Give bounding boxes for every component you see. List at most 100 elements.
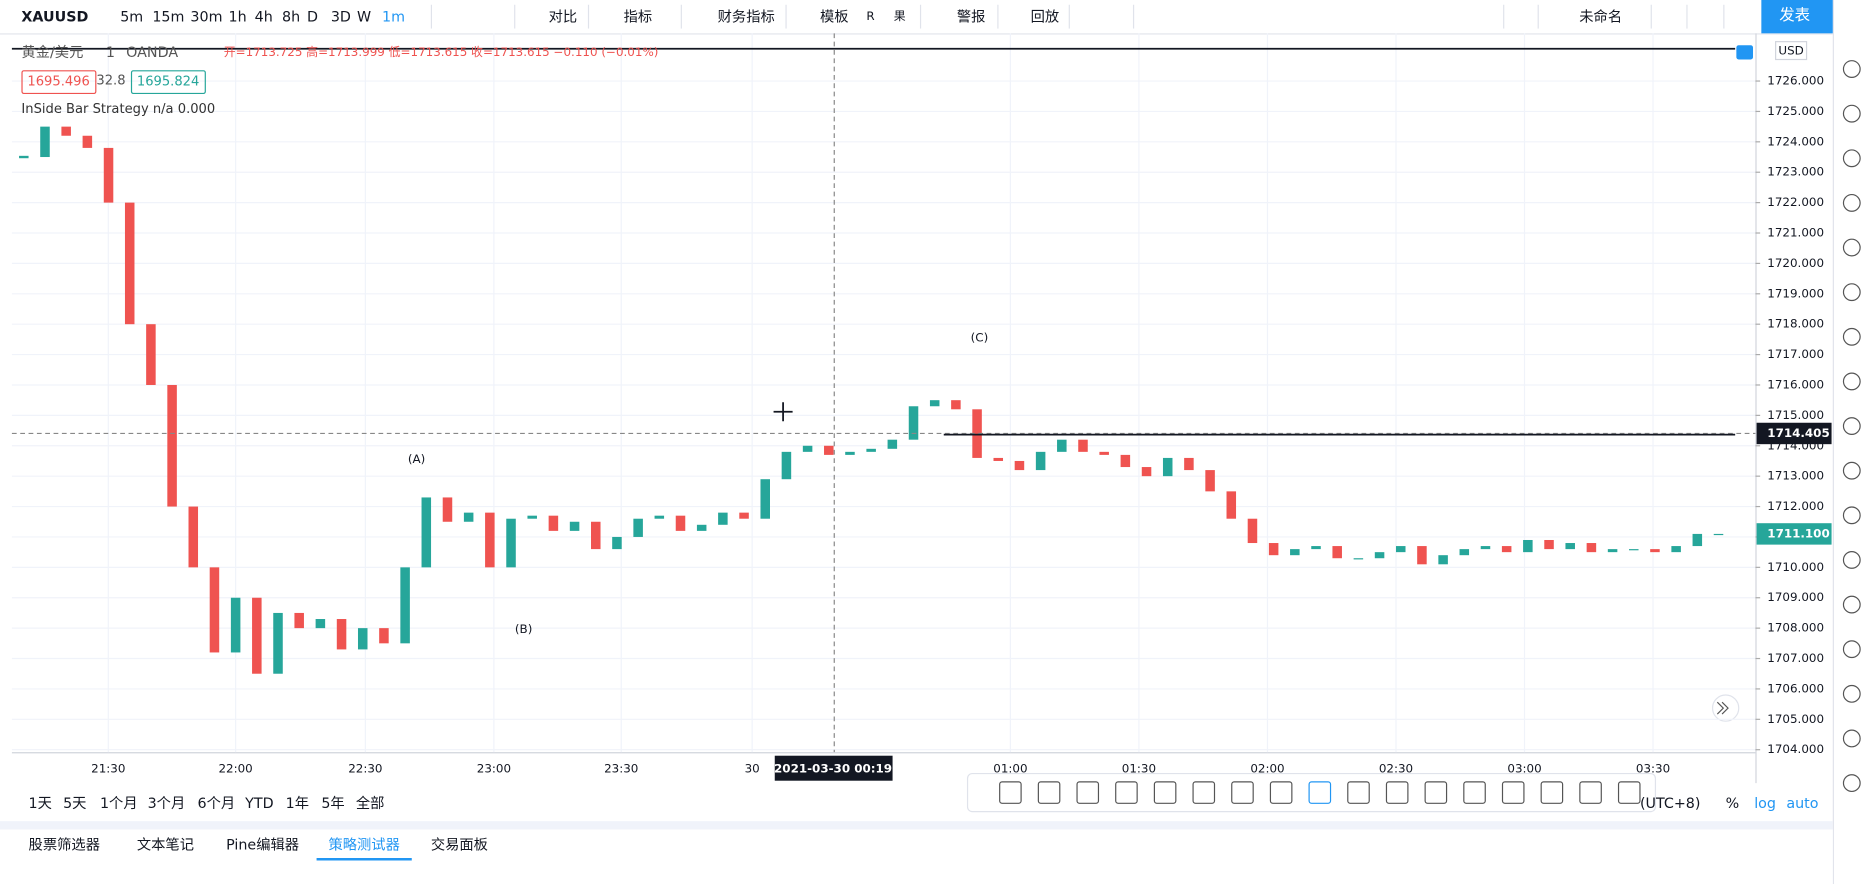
candle <box>993 457 1004 461</box>
axis-option-percent[interactable]: % <box>1725 794 1740 812</box>
axis-option-log[interactable]: log <box>1754 794 1776 812</box>
sidebar-icon <box>1842 729 1861 748</box>
sidebar-icon <box>1842 506 1861 525</box>
y-tick-label: 1715.000 <box>1767 408 1824 422</box>
indicators-button[interactable]: 指标 <box>623 8 653 25</box>
sidebar-icon <box>1842 640 1861 659</box>
y-tick-label: 1706.000 <box>1767 681 1824 695</box>
candle <box>1141 467 1152 477</box>
sidebar-icon <box>1842 595 1861 614</box>
candle <box>400 567 410 644</box>
drawing-tool <box>1347 781 1370 804</box>
candle <box>654 515 665 519</box>
sidebar-icon <box>1842 60 1861 78</box>
publish-label[interactable]: 发表 <box>1779 7 1811 25</box>
y-tick-label: 1705.000 <box>1767 712 1824 726</box>
tab[interactable]: 交易面板 <box>430 836 488 854</box>
candle <box>124 202 135 325</box>
range-button[interactable]: 1个月 <box>99 794 138 812</box>
y-tick-label: 1704.000 <box>1767 742 1824 756</box>
templates-button[interactable]: 模板 <box>819 8 849 25</box>
layout-name[interactable]: 未命名 <box>1579 8 1623 25</box>
candle <box>1035 451 1046 471</box>
candle <box>506 518 516 568</box>
legend-ohlc: 开=1713.725 高=1713.999 低=1713.615 收=1713.… <box>223 46 659 60</box>
currency-bg <box>1775 41 1808 61</box>
candle <box>103 147 114 203</box>
r-button[interactable]: R <box>866 10 875 24</box>
candle <box>1607 549 1618 553</box>
interval-button[interactable]: 30m <box>190 8 223 25</box>
candle <box>209 567 220 653</box>
ask-price[interactable]: 1695.824 <box>130 70 206 95</box>
y-tick-label: 1726.000 <box>1767 74 1824 88</box>
candle <box>188 506 199 568</box>
range-button[interactable]: 1年 <box>285 794 309 812</box>
drawing-tool <box>1579 781 1602 804</box>
annotation: (B) <box>515 622 532 636</box>
currency-label: USD <box>1778 44 1803 58</box>
range-button[interactable]: 1天 <box>28 794 52 812</box>
sidebar-icon <box>1842 461 1861 480</box>
interval-button[interactable]: 5m <box>120 8 144 25</box>
range-button[interactable]: 3个月 <box>147 794 186 812</box>
drawing-tool <box>1463 781 1486 804</box>
scroll-right-button[interactable] <box>1711 694 1740 722</box>
y-tick-label: 1721.000 <box>1767 226 1824 240</box>
interval-button[interactable]: W <box>357 8 372 25</box>
y-tick-label: 1710.000 <box>1767 560 1824 574</box>
candle <box>548 515 559 531</box>
axis-option-auto[interactable]: auto <box>1786 794 1819 812</box>
y-tick-label: 1724.000 <box>1767 134 1824 148</box>
interval-button[interactable]: 4h <box>254 8 273 25</box>
range-button[interactable]: 6个月 <box>197 794 236 812</box>
candle <box>167 384 177 507</box>
interval-button[interactable]: 1h <box>228 8 247 25</box>
tab[interactable]: 文本笔记 <box>136 836 195 854</box>
candle <box>718 512 728 525</box>
candle <box>1395 546 1406 553</box>
financials-button[interactable]: 财务指标 <box>717 8 775 25</box>
y-tick-label: 1713.000 <box>1767 469 1824 483</box>
alerts-button[interactable]: 警报 <box>956 8 986 25</box>
range-button[interactable]: 5天 <box>63 794 87 812</box>
y-tick-label: 1718.000 <box>1767 317 1824 331</box>
scroll-icon[interactable] <box>1736 45 1754 60</box>
candle <box>40 126 50 158</box>
range-button[interactable]: 全部 <box>355 794 385 812</box>
publish-button[interactable] <box>1761 0 1833 34</box>
range-button[interactable]: 5年 <box>321 794 345 812</box>
candle <box>1205 470 1215 492</box>
sidebar-icon <box>1842 372 1861 391</box>
replay-button[interactable]: 回放 <box>1030 8 1060 25</box>
candle <box>1565 543 1575 550</box>
interval-button[interactable]: 15m <box>152 8 185 25</box>
tab[interactable]: 策略测试器 <box>328 836 400 854</box>
candle <box>1311 546 1321 550</box>
range-button[interactable]: YTD <box>245 794 274 812</box>
drawing-tool <box>1308 781 1332 804</box>
annotation: (A) <box>408 452 425 466</box>
tab[interactable]: Pine编辑器 <box>226 836 300 854</box>
tab[interactable]: 股票筛选器 <box>28 836 100 854</box>
strategy-legend: InSide Bar Strategy n/a 0.000 <box>21 101 216 117</box>
compare-button[interactable]: 对比 <box>548 8 578 25</box>
guo-button[interactable]: 果 <box>893 10 906 24</box>
interval-button[interactable]: 3D <box>330 8 351 25</box>
interval-button[interactable]: D <box>307 8 319 25</box>
candle <box>1120 454 1131 468</box>
candle <box>1544 539 1554 550</box>
candle <box>972 409 982 458</box>
interval-button[interactable]: 8h <box>282 8 301 25</box>
interval-button[interactable]: 1m <box>382 8 406 25</box>
candle <box>675 515 686 531</box>
candle <box>1480 546 1491 550</box>
axis-option-tz[interactable]: (UTC+8) <box>1639 794 1701 812</box>
candle <box>1438 555 1448 565</box>
bid-price[interactable]: 1695.496 <box>21 70 96 95</box>
symbol[interactable]: XAUUSD <box>21 8 89 25</box>
x-tick-label: 01:00 <box>993 761 1027 775</box>
candle <box>1523 539 1533 553</box>
sidebar-icon <box>1842 238 1861 257</box>
